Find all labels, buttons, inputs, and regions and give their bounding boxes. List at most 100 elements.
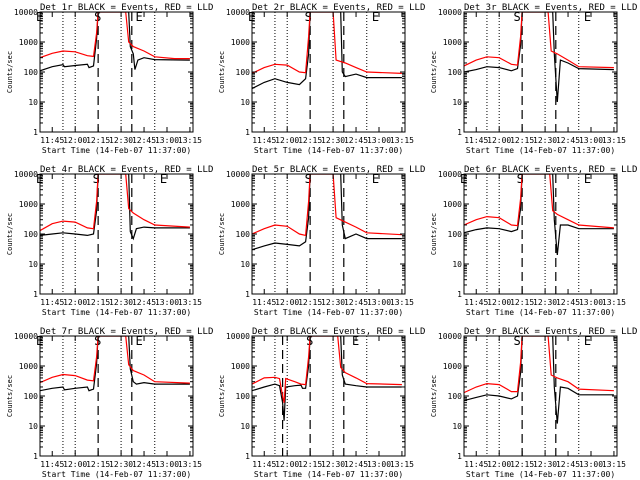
x-tick-label: 12:30 <box>321 136 345 145</box>
x-tick-label: 11:45 <box>252 298 276 307</box>
event-marker-label: E <box>584 172 591 186</box>
x-tick-label: 13:00 <box>579 298 603 307</box>
event-marker-label: E <box>135 10 142 24</box>
event-marker-label: E <box>372 10 379 24</box>
y-tick-label: 100 <box>236 68 251 77</box>
y-axis-label: Counts/sec <box>6 213 14 255</box>
y-tick-label: 1000 <box>443 200 462 209</box>
series-line-lld <box>252 336 402 403</box>
y-axis-label: Counts/sec <box>6 375 14 417</box>
y-axis-label: Counts/sec <box>218 51 226 93</box>
event-marker-label: S <box>93 172 100 186</box>
series-line-lld <box>464 174 614 229</box>
x-tick-label: 12:00 <box>487 136 511 145</box>
x-tick-label: 13:15 <box>602 298 626 307</box>
x-tick-label: 11:45 <box>40 136 64 145</box>
x-tick-label: 12:45 <box>556 460 580 469</box>
y-axis-label: Counts/sec <box>218 375 226 417</box>
x-tick-label: 12:30 <box>533 136 557 145</box>
series-line-lld <box>40 12 190 60</box>
x-tick-label: 12:45 <box>132 460 156 469</box>
y-tick-label: 10 <box>240 422 250 431</box>
x-tick-label: 12:00 <box>487 298 511 307</box>
y-tick-label: 1000 <box>231 362 250 371</box>
y-tick-label: 10000 <box>438 8 462 17</box>
series-line-events <box>40 174 190 241</box>
y-tick-label: 1000 <box>443 38 462 47</box>
x-tick-label: 12:00 <box>275 460 299 469</box>
y-tick-label: 10000 <box>14 332 38 341</box>
y-tick-label: 10 <box>452 422 462 431</box>
series-line-lld <box>252 12 402 74</box>
x-tick-label: 12:15 <box>510 136 534 145</box>
y-tick-label: 100 <box>448 68 463 77</box>
x-tick-label: 13:00 <box>155 136 179 145</box>
y-tick-label: 1 <box>245 290 250 299</box>
y-tick-label: 100 <box>448 392 463 401</box>
x-tick-label: 12:45 <box>556 136 580 145</box>
x-tick-label: 11:45 <box>40 460 64 469</box>
x-tick-label: 13:15 <box>178 136 202 145</box>
x-tick-label: 12:00 <box>63 460 87 469</box>
y-axis-label: Counts/sec <box>430 375 438 417</box>
y-tick-label: 10000 <box>14 8 38 17</box>
event-marker-label: S <box>517 172 524 186</box>
y-tick-label: 10000 <box>226 8 250 17</box>
y-tick-label: 10 <box>452 98 462 107</box>
x-tick-label: 12:30 <box>321 460 345 469</box>
x-tick-label: 12:45 <box>556 298 580 307</box>
x-tick-label: 13:15 <box>178 460 202 469</box>
series-line-events <box>464 336 614 424</box>
y-tick-label: 1 <box>457 452 462 461</box>
y-tick-label: 100 <box>24 392 39 401</box>
chart-panel-8: Det 8r BLACK = Events, RED = LLDSE110100… <box>218 327 425 479</box>
x-axis-label: Start Time (14-Feb-07 11:37:00) <box>466 146 615 155</box>
x-tick-label: 13:00 <box>579 136 603 145</box>
x-tick-label: 12:00 <box>63 136 87 145</box>
x-tick-label: 12:30 <box>109 136 133 145</box>
y-tick-label: 10000 <box>14 170 38 179</box>
y-axis-label: Counts/sec <box>6 51 14 93</box>
event-marker-label: S <box>305 10 312 24</box>
x-tick-label: 12:15 <box>86 298 110 307</box>
x-tick-label: 12:45 <box>344 460 368 469</box>
x-tick-label: 13:15 <box>390 136 414 145</box>
y-axis-label: Counts/sec <box>218 213 226 255</box>
x-tick-label: 12:30 <box>533 460 557 469</box>
x-tick-label: 11:45 <box>252 136 276 145</box>
y-tick-label: 1000 <box>231 38 250 47</box>
chart-panel-1: Det 1r BLACK = Events, RED = LLDESE11010… <box>6 3 213 155</box>
y-tick-label: 1 <box>33 128 38 137</box>
y-axis-label: Counts/sec <box>430 213 438 255</box>
x-tick-label: 13:15 <box>390 460 414 469</box>
y-tick-label: 1 <box>33 452 38 461</box>
y-tick-label: 1 <box>245 128 250 137</box>
y-tick-label: 100 <box>236 230 251 239</box>
y-tick-label: 1000 <box>19 362 38 371</box>
x-axis-label: Start Time (14-Feb-07 11:37:00) <box>42 146 191 155</box>
series-line-events <box>40 336 190 392</box>
chart-title: Det 6r BLACK = Events, RED = LLD <box>464 165 637 175</box>
chart-title: Det 7r BLACK = Events, RED = LLD <box>40 327 213 337</box>
x-tick-label: 12:00 <box>275 298 299 307</box>
y-tick-label: 1 <box>245 452 250 461</box>
x-tick-label: 12:15 <box>298 460 322 469</box>
y-tick-label: 10 <box>452 260 462 269</box>
x-tick-label: 12:30 <box>533 298 557 307</box>
x-tick-label: 12:15 <box>86 460 110 469</box>
x-tick-label: 12:00 <box>63 298 87 307</box>
y-tick-label: 10 <box>28 260 38 269</box>
chart-title: Det 8r BLACK = Events, RED = LLD <box>252 327 425 337</box>
y-tick-label: 1000 <box>231 200 250 209</box>
y-tick-label: 10000 <box>226 170 250 179</box>
x-tick-label: 12:30 <box>321 298 345 307</box>
x-tick-label: 12:45 <box>132 136 156 145</box>
chart-title: Det 1r BLACK = Events, RED = LLD <box>40 3 213 13</box>
series-line-events <box>252 336 402 421</box>
